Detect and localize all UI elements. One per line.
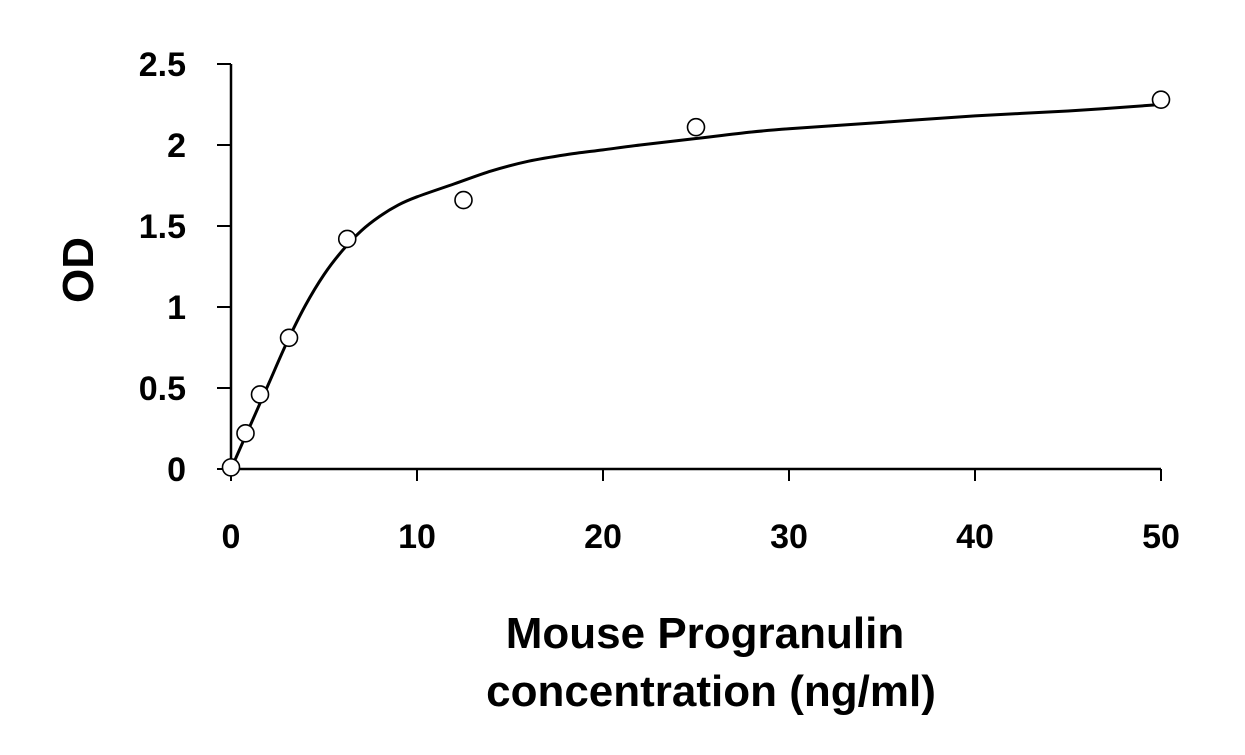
x-axis-title-line2: concentration (ng/ml): [486, 667, 936, 716]
x-tick-label: 40: [956, 518, 994, 556]
y-tick-label: 0: [167, 451, 186, 489]
y-tick-label: 1.5: [139, 208, 186, 246]
data-points-layer: [221, 90, 1171, 477]
y-tick-label: 1: [167, 289, 186, 327]
y-tick-label: 2.5: [139, 46, 186, 84]
axes: 0 0.5 1 1.5 2 2.5 0 10 20 30 40 50: [139, 46, 1180, 556]
data-point: [236, 424, 255, 443]
fit-curve-line: [229, 103, 1162, 470]
y-tick-label: 0.5: [139, 370, 186, 408]
x-tick-label: 50: [1142, 518, 1180, 556]
data-point: [1151, 90, 1171, 109]
data-point: [686, 117, 706, 137]
x-tick-label: 10: [398, 518, 436, 556]
data-point: [337, 229, 357, 249]
data-point: [250, 385, 270, 404]
y-axis-title: OD: [54, 237, 103, 303]
fit-curve-layer: [229, 103, 1162, 470]
y-tick-label: 2: [167, 127, 186, 165]
data-point: [454, 190, 473, 210]
data-point: [221, 458, 241, 477]
axis-titles: OD Mouse Progranulin concentration (ng/m…: [54, 237, 936, 716]
x-tick-label: 0: [222, 518, 241, 556]
data-point: [279, 328, 299, 348]
x-axis-title-line1: Mouse Progranulin: [506, 609, 904, 658]
x-tick-label: 30: [770, 518, 808, 556]
x-tick-label: 20: [584, 518, 622, 556]
